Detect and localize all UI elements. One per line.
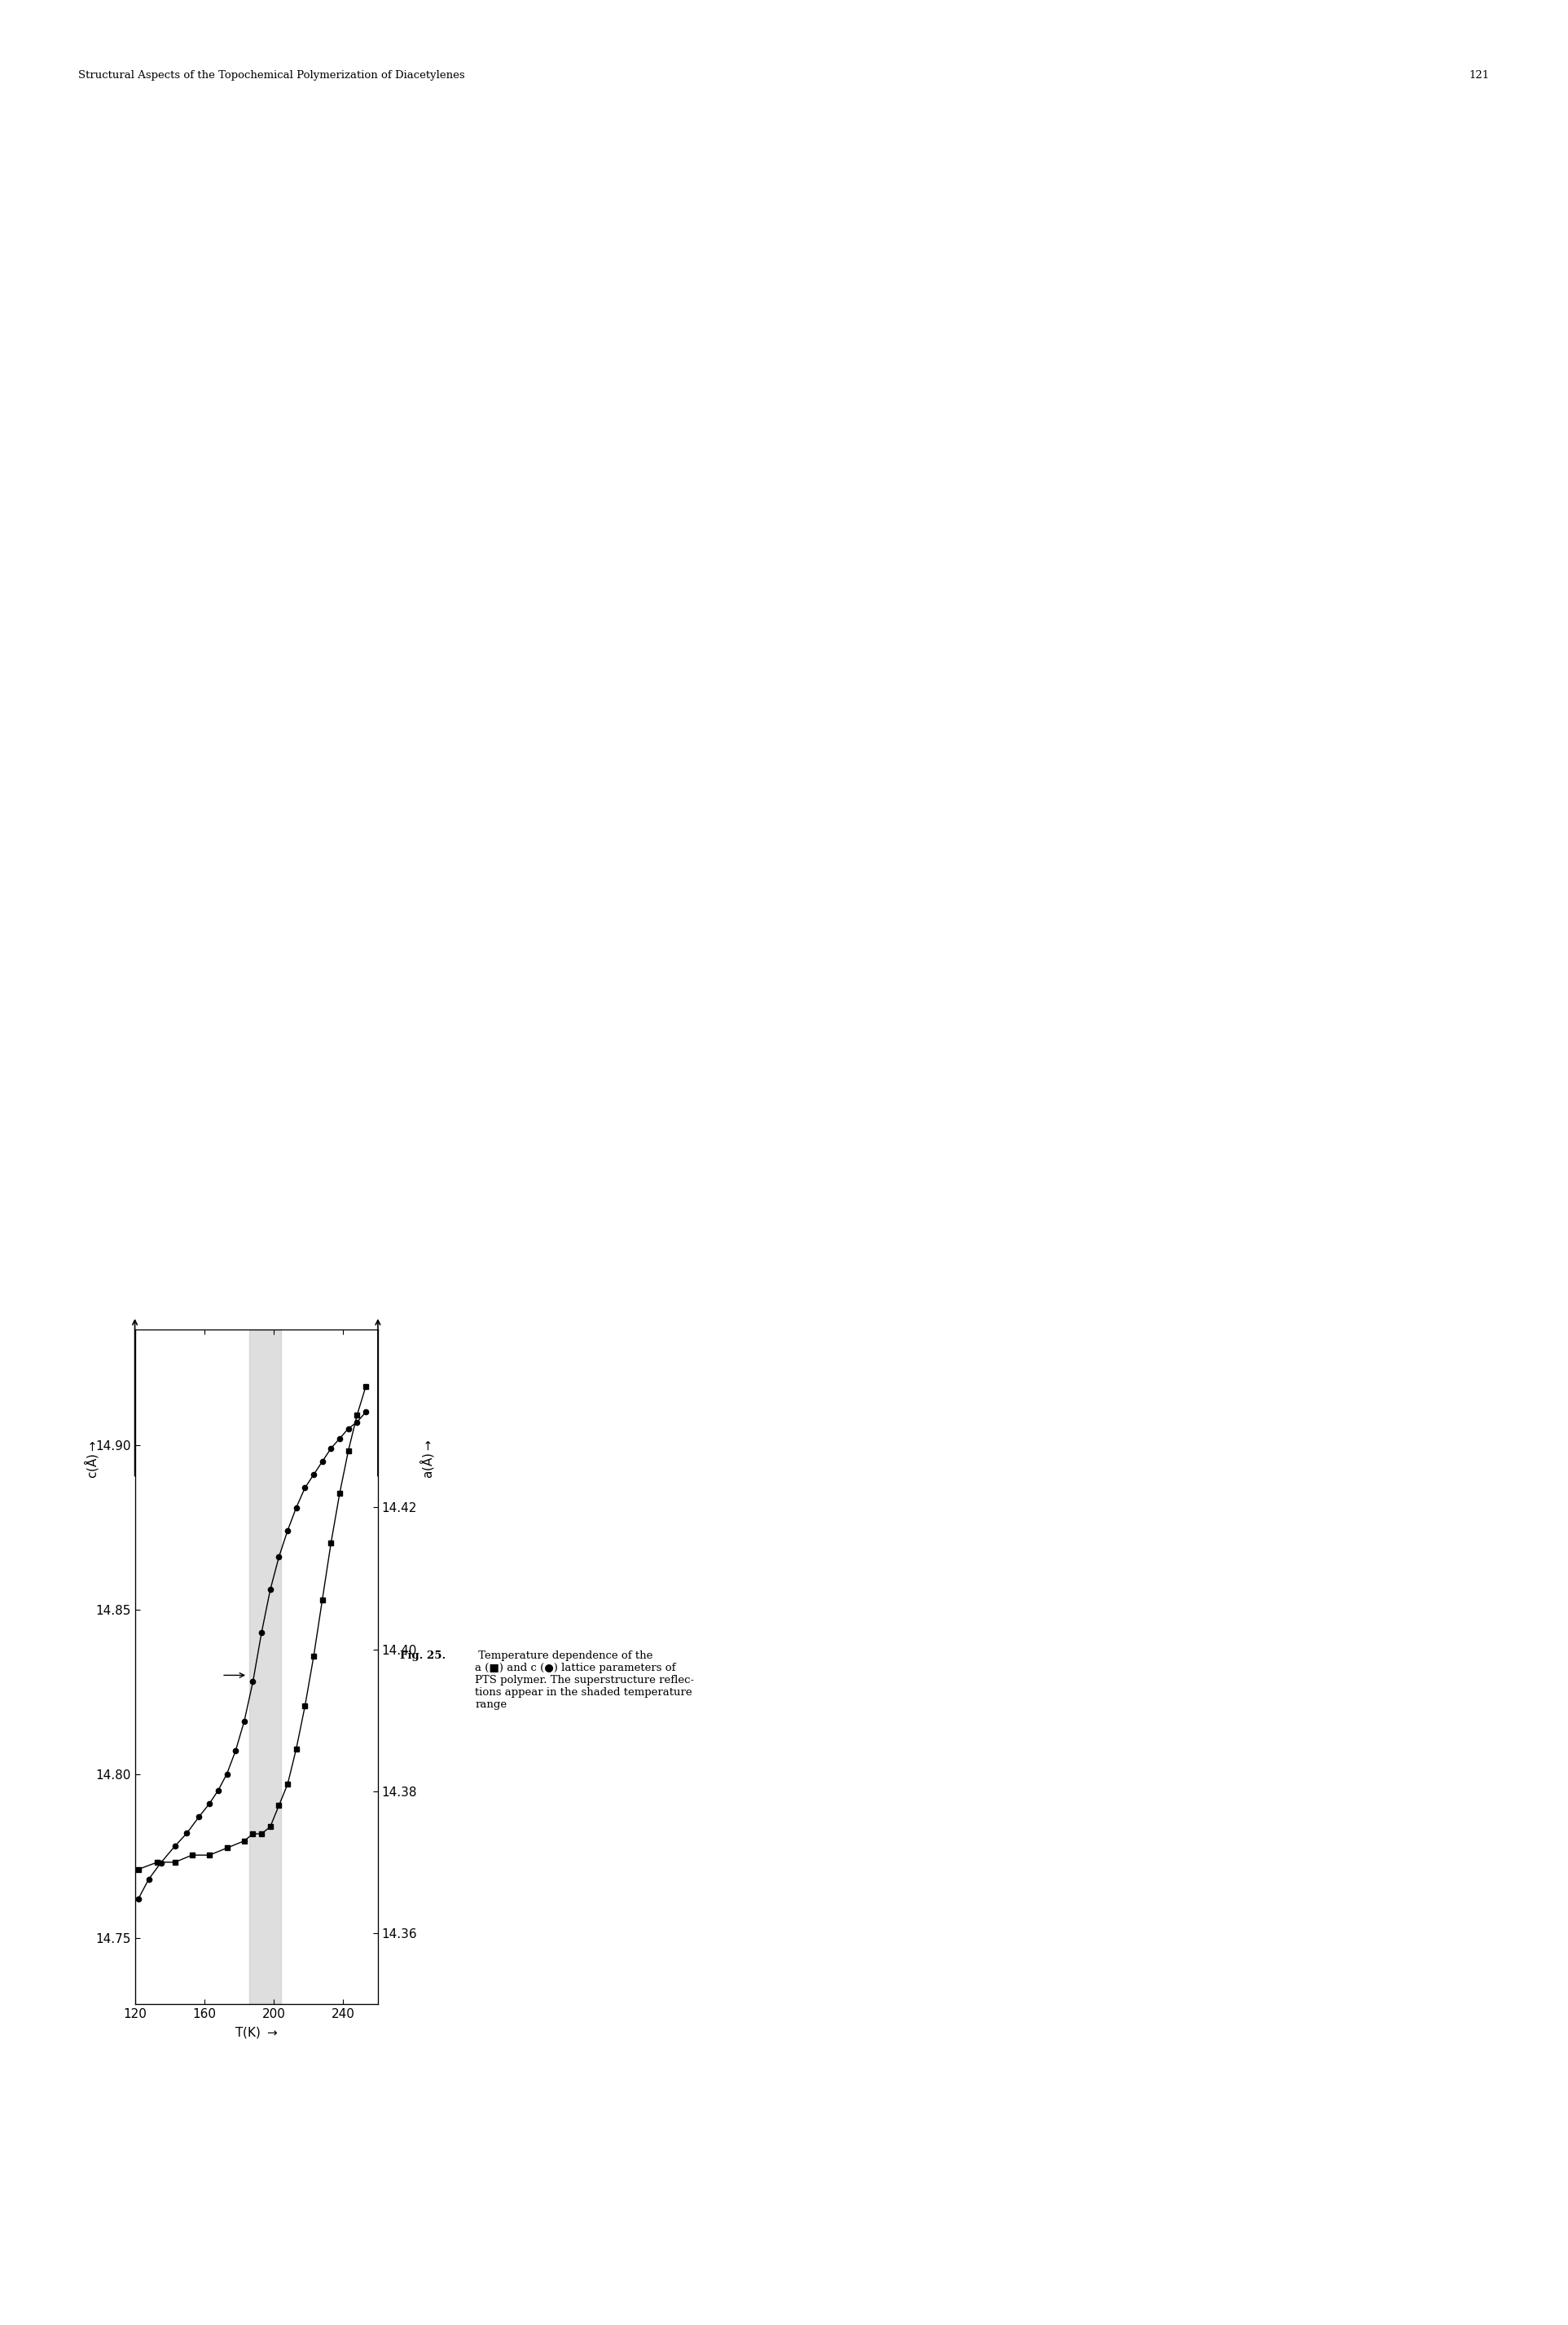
Text: Fig. 25.: Fig. 25. [400,1651,445,1662]
Text: Structural Aspects of the Topochemical Polymerization of Diacetylenes: Structural Aspects of the Topochemical P… [78,70,466,81]
Text: 121: 121 [1469,70,1490,81]
Text: Temperature dependence of the
a (■) and c (●) lattice parameters of
PTS polymer.: Temperature dependence of the a (■) and … [475,1651,695,1711]
X-axis label: T(K) $\rightarrow$: T(K) $\rightarrow$ [235,2025,278,2039]
Text: c(Å)$\rightarrow$: c(Å)$\rightarrow$ [82,1439,100,1479]
Text: a(Å)$\rightarrow$: a(Å)$\rightarrow$ [417,1439,436,1479]
Bar [249,1330,281,2004]
